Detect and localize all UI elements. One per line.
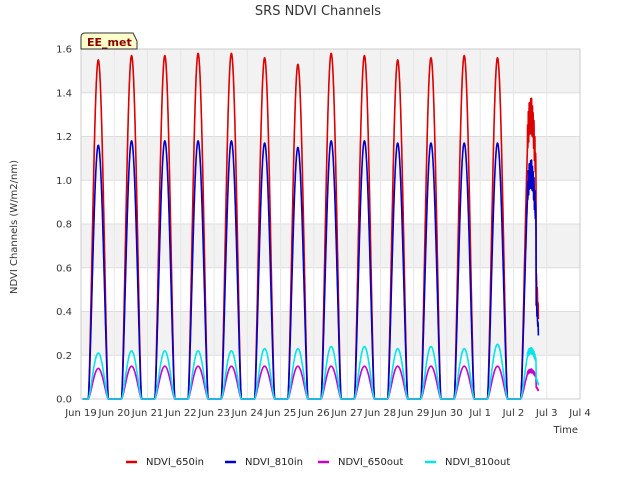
x-tick-label: Jun 28 [364,408,397,419]
x-tick-label: Jul 4 [568,408,591,419]
y-tick-label: 0.4 [56,307,72,318]
y-tick-label: 0.6 [56,263,72,274]
x-tick-label: Jun 22 [164,408,197,419]
x-tick-label: Jun 24 [231,408,264,419]
y-tick-label: 0.8 [56,220,72,231]
x-tick-label: Jun 30 [430,408,463,419]
y-tick-labels: 0.0 0.2 0.4 0.6 0.8 1.0 1.2 1.4 1.6 [56,45,72,406]
legend-label: NDVI_650out [338,457,403,468]
series-line-ndvi-810out [82,343,540,400]
x-tick-label: Jun 27 [330,408,363,419]
y-tick-label: 0.2 [56,351,72,362]
series-line-ndvi-810in [82,140,540,400]
x-tick-label: Jul 3 [535,408,558,419]
legend-label: NDVI_810out [445,457,510,468]
y-tick-label: 0.0 [56,395,72,406]
ee-met-badge: EE_met [80,32,138,50]
y-tick-label: 1.2 [56,132,72,143]
x-axis-label: Time [553,425,578,436]
legend-label: NDVI_650in [146,457,204,468]
series-line-ndvi-650in [82,52,540,400]
x-tick-labels: Jun 19 Jun 20 Jun 21 Jun 22 Jun 23 Jun 24 Jun … [64,408,591,419]
x-tick-label: Jun 21 [131,408,164,419]
legend: NDVI_650in NDVI_810in NDVI_650out NDVI_810o… [126,457,510,468]
chart-title: SRS NDVI Channels [255,4,381,19]
series-layer [82,52,540,400]
grid-band [81,224,580,268]
x-tick-label: Jun 25 [264,408,297,419]
legend-label: NDVI_810in [245,457,303,468]
y-axis-label: NDVI Channels (W/m2/nm) [9,160,20,294]
x-tick-label: Jul 1 [468,408,491,419]
badge-label: EE_met [87,36,132,49]
x-tick-label: Jun 29 [397,408,430,419]
x-tick-label: Jun 26 [297,408,330,419]
x-tick-label: Jun 23 [197,408,230,419]
series-line-ndvi-650out [82,365,540,400]
y-tick-label: 1.0 [56,176,72,187]
y-tick-label: 1.6 [56,45,72,56]
plot-frame [80,48,581,400]
x-tick-label: Jul 2 [502,408,525,419]
y-tick-label: 1.4 [56,88,72,99]
x-tick-label: Jun 19 [64,408,97,419]
x-tick-label: Jun 20 [98,408,131,419]
